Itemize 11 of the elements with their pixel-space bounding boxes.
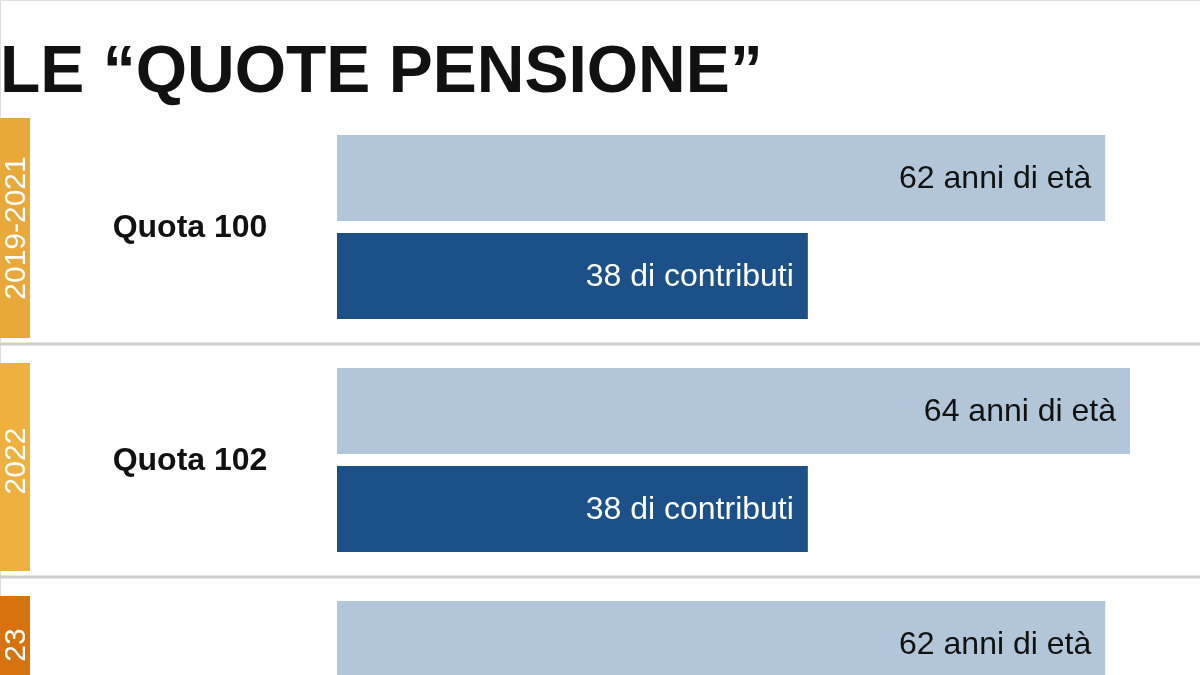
y-tick-label: Quota 100 xyxy=(112,208,268,244)
data-label: 62 anni di età xyxy=(899,625,1092,661)
data-label: 62 anni di età xyxy=(899,159,1092,195)
text: 2022 xyxy=(0,427,31,495)
text: 2019-2021 xyxy=(0,156,31,300)
data-label: 38 di contributi xyxy=(585,257,794,293)
text: 23 xyxy=(0,628,31,662)
y-tick-label: Quota 102 xyxy=(112,441,268,477)
data-label: 38 di contributi xyxy=(585,490,794,526)
chart-title: LE “QUOTE PENSIONE” xyxy=(0,32,763,106)
data-label: 64 anni di età xyxy=(923,392,1117,428)
